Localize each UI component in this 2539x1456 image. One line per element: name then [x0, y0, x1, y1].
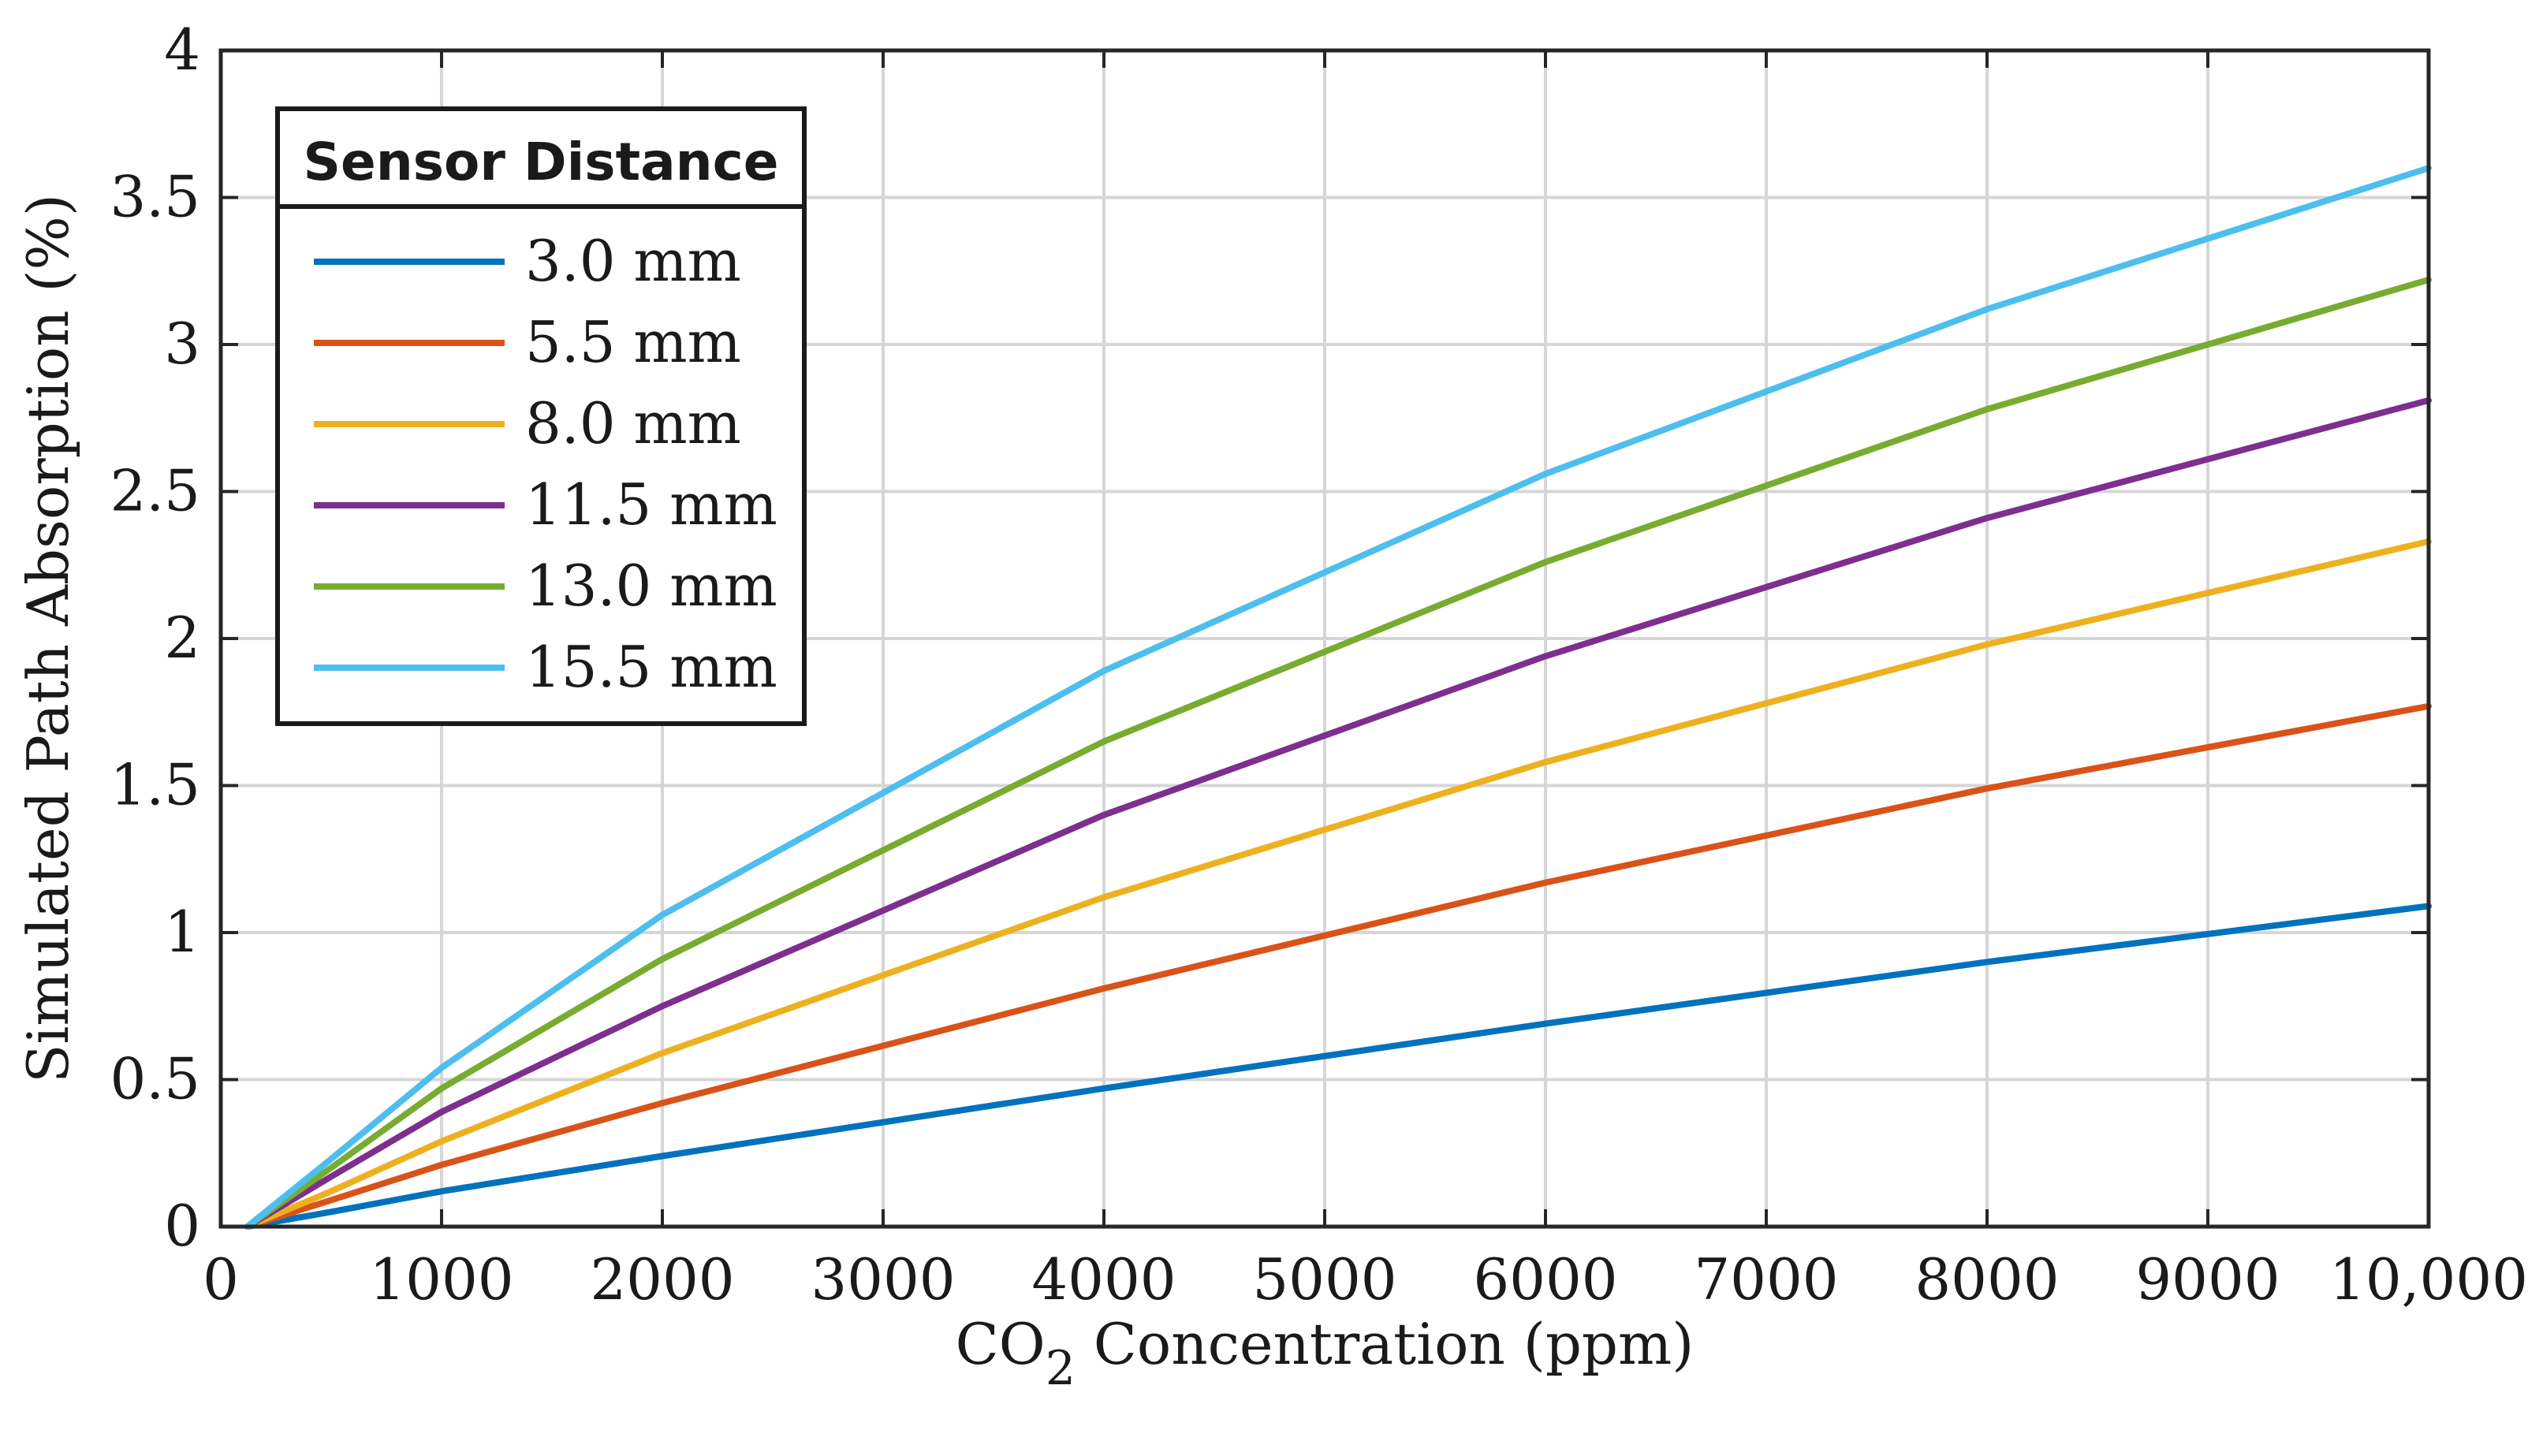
x-axis-label: CO2 Concentration (ppm): [956, 1311, 1695, 1396]
x-tick-label: 8000: [1915, 1246, 2059, 1313]
y-tick-label: 3.5: [110, 164, 200, 230]
x-tick-label: 9000: [2135, 1246, 2280, 1313]
x-tick-label: 4000: [1031, 1246, 1176, 1313]
series-line-3: [244, 397, 2432, 1230]
x-tick-label: 0: [203, 1246, 239, 1313]
legend-label-1: 5.5 mm: [525, 309, 741, 375]
series-line-5: [244, 165, 2432, 1230]
legend-label-3: 11.5 mm: [525, 471, 777, 538]
y-tick-label: 4: [164, 17, 200, 83]
x-tick-label: 7000: [1694, 1246, 1838, 1313]
y-tick-label: 0.5: [110, 1046, 200, 1112]
y-tick-label: 2: [164, 605, 200, 671]
legend-title: Sensor Distance: [303, 132, 778, 192]
series-line-4: [244, 276, 2432, 1230]
series-line-2: [244, 538, 2432, 1230]
y-tick-label: 3: [164, 311, 200, 377]
x-tick-label: 3000: [811, 1246, 955, 1313]
x-axis-label-suffix: Concentration (ppm): [1076, 1311, 1694, 1377]
series-line-1: [244, 702, 2432, 1230]
legend-box: [275, 106, 807, 726]
series-lines: [244, 165, 2432, 1230]
x-tick-labels: 0 1000 2000 3000 4000 5000 6000 7000 8000 9000 10,…: [203, 1246, 2528, 1313]
legend-label-5: 15.5 mm: [525, 634, 777, 700]
legend-label-4: 13.0 mm: [525, 553, 777, 619]
y-tick-label: 0: [164, 1193, 200, 1259]
x-tick-label: 6000: [1473, 1246, 1617, 1313]
x-tick-label: 2000: [590, 1246, 734, 1313]
legend: Sensor Distance 3.0 mm 5.5 mm 8.0 mm 11.5 m…: [275, 106, 807, 726]
x-tick-label: 5000: [1252, 1246, 1396, 1313]
x-axis-label-prefix: CO: [956, 1311, 1046, 1377]
y-tick-label: 2.5: [110, 458, 200, 524]
y-tick-labels: 0 0.5 1 1.5 2 2.5 3 3.5 4: [110, 17, 200, 1259]
x-tick-label: 10,000: [2329, 1246, 2528, 1313]
legend-label-0: 3.0 mm: [525, 228, 741, 294]
y-tick-label: 1: [164, 899, 200, 965]
x-axis-label-subscript: 2: [1046, 1341, 1076, 1396]
legend-entries: 3.0 mm 5.5 mm 8.0 mm 11.5 mm 13.0 mm 15.5 mm: [314, 228, 777, 700]
x-tick-label: 1000: [369, 1246, 513, 1313]
legend-label-2: 8.0 mm: [525, 390, 741, 456]
series-line-0: [244, 903, 2432, 1230]
y-axis-label: Simulated Path Absorption (%): [15, 194, 81, 1083]
y-tick-label: 1.5: [110, 752, 200, 818]
axis-ticks: [219, 49, 2430, 1228]
